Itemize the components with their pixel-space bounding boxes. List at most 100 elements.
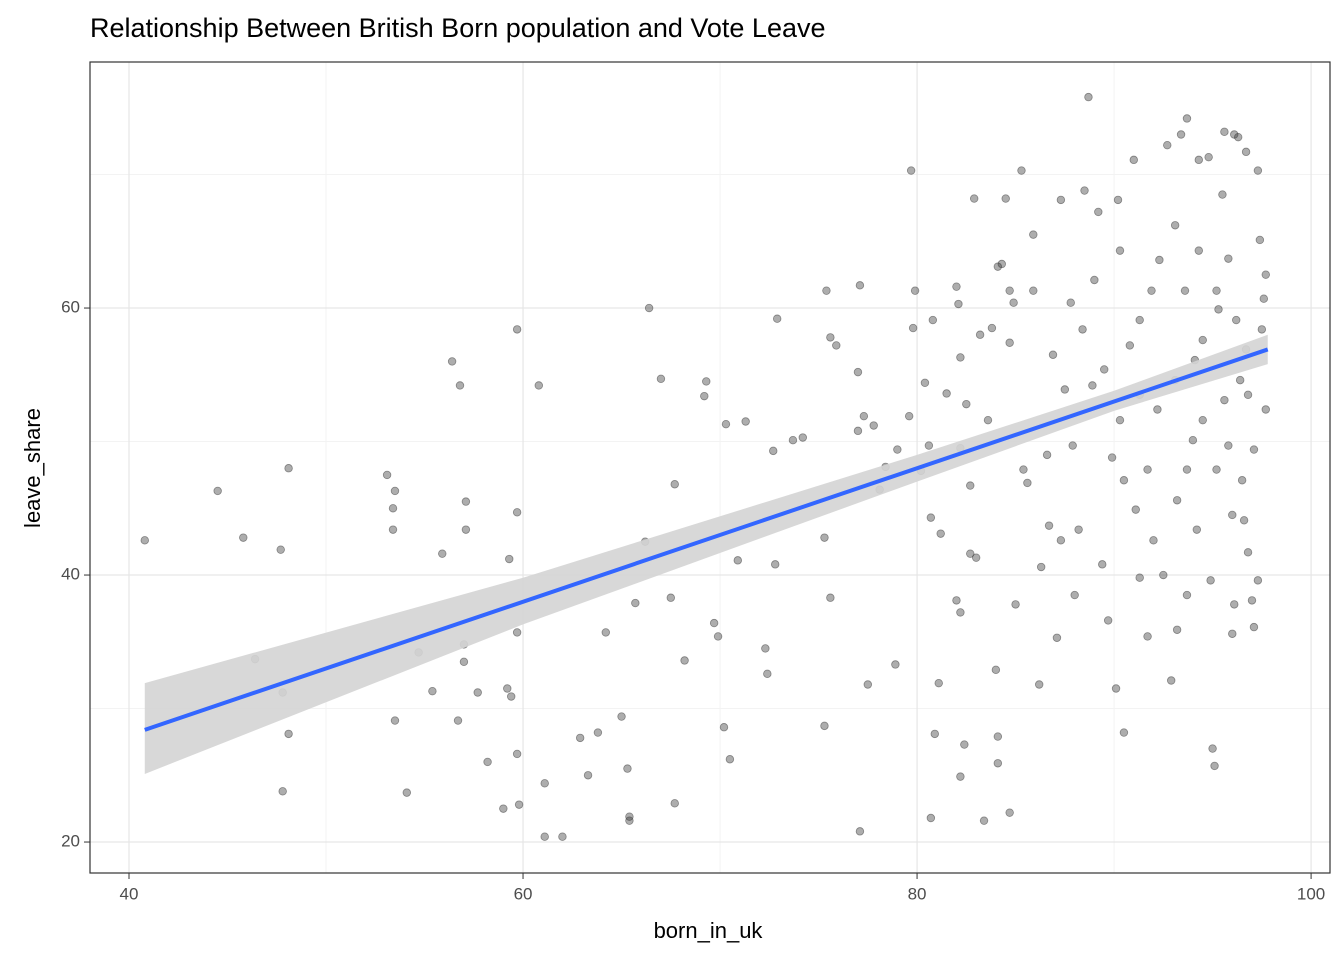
- point: [428, 686, 437, 696]
- point: [140, 536, 149, 545]
- point: [623, 764, 632, 773]
- point: [798, 433, 807, 442]
- point: [1176, 130, 1186, 139]
- point: [1035, 680, 1044, 689]
- point: [1220, 395, 1229, 405]
- point: [952, 596, 961, 605]
- point: [390, 716, 400, 725]
- point: [1070, 590, 1079, 600]
- point: [1182, 114, 1192, 123]
- point: [1255, 235, 1265, 245]
- point: [1042, 450, 1052, 460]
- chart-title: Relationship Between British Born popula…: [90, 13, 826, 43]
- panel-border: [89, 61, 1331, 874]
- point: [1107, 453, 1117, 462]
- point: [1257, 325, 1267, 334]
- point: [930, 729, 939, 739]
- point: [926, 513, 936, 522]
- point: [1019, 465, 1028, 474]
- point: [1192, 525, 1202, 534]
- point: [763, 669, 772, 679]
- point: [1113, 195, 1123, 205]
- point: [709, 618, 719, 628]
- point: [388, 504, 398, 513]
- point: [1044, 521, 1054, 530]
- point: [1090, 275, 1099, 285]
- point: [461, 497, 471, 506]
- point: [1017, 166, 1026, 175]
- point: [601, 628, 610, 637]
- point: [1023, 478, 1032, 488]
- point: [761, 644, 770, 653]
- point: [820, 533, 829, 542]
- point: [1172, 625, 1182, 634]
- point: [1143, 465, 1152, 474]
- point: [1068, 441, 1077, 450]
- point: [1230, 600, 1239, 609]
- point: [1005, 338, 1014, 347]
- point: [1218, 190, 1227, 199]
- point: [1228, 629, 1237, 638]
- point: [1198, 335, 1207, 345]
- point: [1005, 286, 1014, 295]
- point: [593, 728, 603, 737]
- point: [991, 665, 1001, 675]
- point: [891, 660, 900, 669]
- point: [971, 553, 981, 562]
- point: [822, 286, 831, 295]
- point: [453, 716, 463, 725]
- point: [388, 525, 398, 534]
- point: [507, 692, 516, 701]
- point: [1155, 255, 1164, 265]
- point: [713, 632, 723, 641]
- point: [956, 772, 965, 781]
- point: [1214, 305, 1223, 314]
- point: [969, 194, 979, 203]
- point: [1228, 510, 1237, 520]
- point: [1232, 315, 1241, 325]
- point: [1078, 325, 1087, 334]
- point: [719, 723, 729, 732]
- point: [1243, 390, 1253, 400]
- point: [1088, 381, 1097, 390]
- point: [962, 399, 971, 409]
- point: [1009, 298, 1018, 307]
- point: [459, 657, 469, 667]
- point: [1147, 286, 1156, 295]
- point: [625, 816, 634, 825]
- point: [1182, 465, 1192, 474]
- point: [1259, 294, 1269, 303]
- x-tick-label: 100: [1297, 884, 1325, 903]
- point: [1212, 465, 1221, 474]
- point: [1249, 622, 1259, 632]
- point: [503, 684, 512, 693]
- point: [1204, 152, 1213, 162]
- point: [1163, 140, 1172, 150]
- point: [213, 486, 222, 496]
- point: [1052, 633, 1062, 642]
- point: [966, 481, 975, 490]
- point: [512, 628, 522, 637]
- point: [983, 415, 993, 425]
- point: [956, 608, 965, 617]
- x-tick-label: 40: [120, 884, 139, 903]
- point: [934, 678, 943, 688]
- point: [644, 303, 654, 313]
- point: [788, 435, 798, 445]
- point: [1243, 548, 1253, 557]
- point: [499, 804, 508, 813]
- point: [820, 721, 829, 731]
- point: [505, 554, 514, 564]
- point: [954, 299, 963, 309]
- point: [1261, 405, 1270, 414]
- point: [700, 391, 709, 401]
- point: [382, 470, 392, 480]
- point: [1212, 286, 1221, 295]
- point: [1233, 132, 1243, 142]
- point: [1001, 194, 1010, 203]
- point: [239, 533, 248, 542]
- point: [575, 733, 585, 743]
- point: [936, 529, 945, 538]
- point: [438, 549, 447, 558]
